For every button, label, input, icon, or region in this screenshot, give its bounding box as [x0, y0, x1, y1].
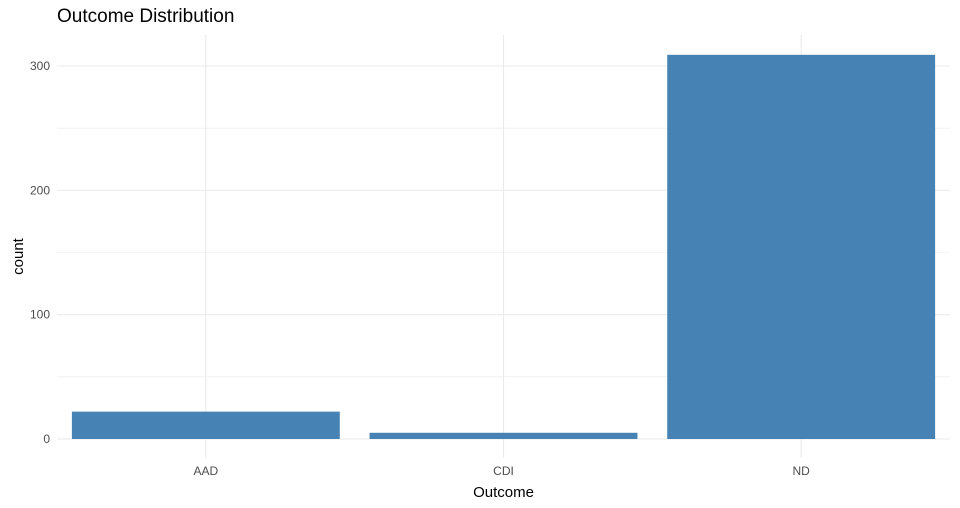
x-tick-label: CDI [493, 464, 514, 478]
x-tick-label: ND [792, 464, 810, 478]
y-axis-ticks: 0 100 200 300 [30, 59, 50, 446]
bars [71, 54, 936, 440]
y-tick-label: 100 [30, 308, 50, 322]
x-tick-label: AAD [193, 464, 218, 478]
chart-title: Outcome Distribution [57, 6, 235, 27]
bar-nd [667, 54, 936, 440]
y-tick-label: 200 [30, 183, 50, 197]
y-tick-label: 0 [43, 432, 50, 446]
x-axis-title: Outcome [473, 484, 534, 501]
bar-cdi [369, 432, 638, 439]
bar-aad [71, 411, 340, 439]
x-axis-ticks: AAD CDI ND [193, 464, 810, 478]
y-tick-label: 300 [30, 59, 50, 73]
y-axis-title: count [10, 237, 27, 275]
